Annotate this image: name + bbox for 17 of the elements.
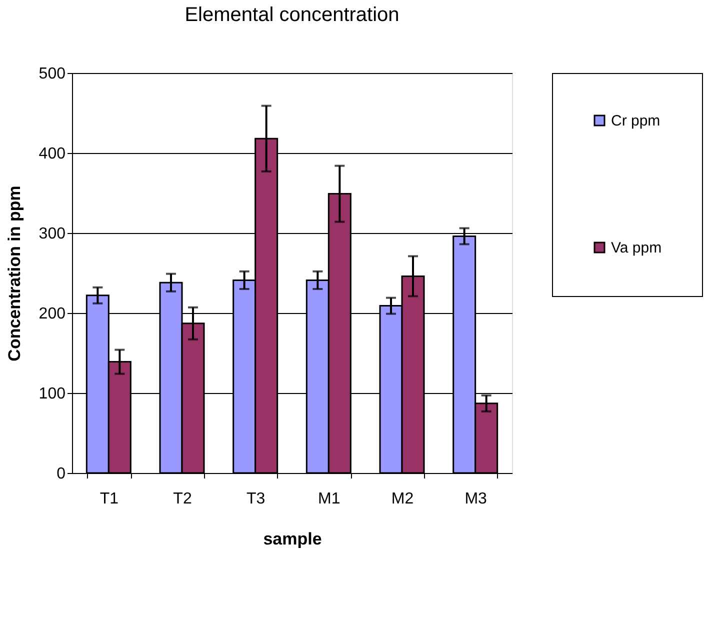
x-tick-label: T1 — [100, 490, 119, 508]
y-tick-label: 300 — [38, 226, 66, 242]
legend-label: Cr ppm — [611, 112, 660, 130]
x-tick-label: M1 — [318, 490, 340, 508]
x-tick-label: M3 — [464, 490, 488, 508]
chart-title: Elemental concentration — [184, 4, 400, 26]
legend-label: Va ppm — [611, 240, 662, 256]
y-tick-label: 200 — [38, 306, 66, 322]
y-axis-title: Concentration in ppm — [4, 186, 24, 362]
x-tick-label: T2 — [173, 490, 192, 508]
y-tick-label: 400 — [38, 146, 66, 162]
x-tick-label: T3 — [246, 490, 266, 508]
x-tick-label: M2 — [391, 490, 414, 508]
y-tick-label: 100 — [38, 386, 66, 402]
y-tick-label: 0 — [56, 466, 66, 482]
y-tick-label: 500 — [38, 66, 66, 82]
x-axis-title: sample — [263, 530, 322, 548]
